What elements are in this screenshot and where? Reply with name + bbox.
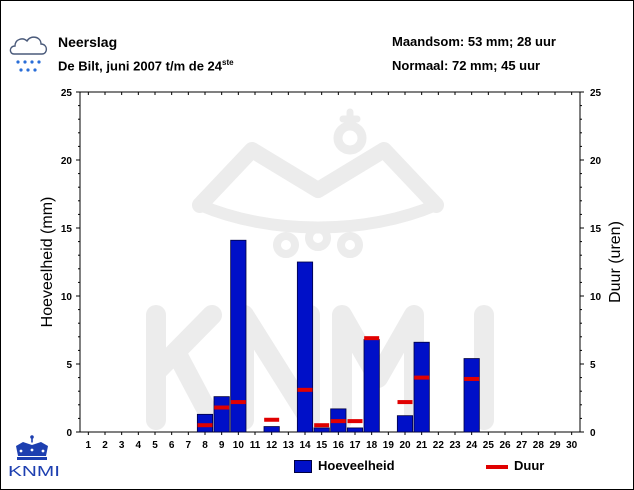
bar-day-17 bbox=[346, 427, 364, 433]
crown-logo-icon: KNMI bbox=[8, 435, 60, 480]
x-tick-label: 25 bbox=[483, 440, 495, 451]
subtitle-suffix: ste bbox=[222, 58, 234, 67]
chart-subtitle: De Bilt, juni 2007 t/m de 24ste bbox=[58, 58, 234, 73]
bar-day-9 bbox=[213, 396, 230, 433]
plot-area-border bbox=[79, 91, 581, 433]
x-tick-label: 16 bbox=[333, 440, 345, 451]
bar-day-15 bbox=[313, 427, 330, 433]
x-tick-label: 22 bbox=[433, 440, 445, 451]
y-tick-label: 5 bbox=[66, 360, 72, 371]
duration-marks bbox=[197, 336, 480, 428]
y2-tick-label: 0 bbox=[590, 428, 596, 439]
x-tick-label: 3 bbox=[119, 440, 125, 451]
x-tick-label: 19 bbox=[383, 440, 395, 451]
x-tick-label: 20 bbox=[399, 440, 411, 451]
duration-mark-day-17 bbox=[347, 419, 363, 424]
x-tick-label: 4 bbox=[136, 440, 142, 451]
chart-title: Neerslag bbox=[58, 34, 118, 50]
duration-mark-day-15 bbox=[314, 423, 330, 428]
logo-text: KNMI bbox=[8, 463, 60, 478]
x-tick-label: 11 bbox=[250, 440, 261, 451]
legend-amount: Hoeveelheid bbox=[294, 458, 395, 474]
duration-mark-day-21 bbox=[414, 375, 430, 380]
bar-day-21 bbox=[413, 341, 430, 433]
y-tick-label: 25 bbox=[61, 88, 73, 99]
y2-tick-label: 20 bbox=[590, 156, 602, 167]
legend-amount-label: Hoeveelheid bbox=[318, 458, 395, 473]
x-tick-label: 17 bbox=[349, 440, 361, 451]
x-tick-label: 18 bbox=[366, 440, 378, 451]
bar-day-24 bbox=[463, 358, 480, 433]
duration-mark-day-9 bbox=[214, 405, 230, 410]
x-tick-label: 26 bbox=[499, 440, 511, 451]
x-tick-label: 2 bbox=[102, 440, 108, 451]
duration-mark-day-8 bbox=[197, 423, 213, 428]
legend-duration-label: Duur bbox=[514, 458, 545, 473]
duration-mark-day-16 bbox=[330, 419, 346, 424]
y-tick-label: 10 bbox=[61, 292, 73, 303]
x-tick-label: 27 bbox=[516, 440, 528, 451]
y-tick-label: 20 bbox=[61, 156, 73, 167]
y2-axis-label: Duur (uren) bbox=[607, 221, 624, 303]
duration-mark-day-24 bbox=[464, 376, 480, 381]
y2-tick-label: 25 bbox=[590, 88, 602, 99]
subtitle-main: De Bilt, juni 2007 t/m de 24 bbox=[58, 58, 222, 74]
x-tick-label: 5 bbox=[152, 440, 158, 451]
x-tick-label: 24 bbox=[466, 440, 478, 451]
crown-watermark bbox=[146, 108, 494, 430]
y2-tick-label: 10 bbox=[590, 292, 602, 303]
bar-day-18 bbox=[363, 339, 380, 433]
x-tick-label: 15 bbox=[316, 440, 328, 451]
x-tick-label: 13 bbox=[283, 440, 295, 451]
y2-tick-label: 5 bbox=[590, 360, 596, 371]
y2-tick-label: 15 bbox=[590, 224, 602, 235]
x-tick-label: 23 bbox=[449, 440, 461, 451]
legend-duration-swatch bbox=[486, 464, 508, 469]
x-tick-label: 1 bbox=[86, 440, 92, 451]
y-tick-label: 15 bbox=[61, 224, 73, 235]
x-tick-label: 12 bbox=[266, 440, 278, 451]
normal-values: Normaal: 72 mm; 45 uur bbox=[392, 58, 541, 73]
x-tick-label: 8 bbox=[202, 440, 208, 451]
duration-mark-day-14 bbox=[297, 387, 313, 392]
x-tick-label: 7 bbox=[186, 440, 192, 451]
x-tick-label: 21 bbox=[416, 440, 428, 451]
x-tick-label: 29 bbox=[549, 440, 561, 451]
x-tick-label: 28 bbox=[533, 440, 545, 451]
legend-amount-swatch bbox=[294, 460, 312, 474]
legend-duration: Duur bbox=[486, 458, 544, 473]
x-tick-label: 14 bbox=[299, 440, 311, 451]
bar-day-12 bbox=[263, 426, 280, 433]
rain-cloud-icon bbox=[9, 36, 48, 72]
bar-day-8 bbox=[196, 413, 214, 433]
x-tick-label: 30 bbox=[566, 440, 578, 451]
bar-day-14 bbox=[296, 261, 314, 433]
x-tick-label: 6 bbox=[169, 440, 175, 451]
x-tick-label: 9 bbox=[219, 440, 225, 451]
duration-mark-day-20 bbox=[397, 400, 413, 405]
amount-bars bbox=[196, 239, 480, 433]
duration-mark-day-18 bbox=[364, 336, 380, 341]
duration-mark-day-10 bbox=[230, 400, 246, 405]
duration-mark-day-12 bbox=[264, 417, 280, 422]
y-tick-label: 0 bbox=[66, 428, 72, 439]
bar-day-10 bbox=[230, 239, 247, 433]
x-tick-label: 10 bbox=[233, 440, 245, 451]
bar-day-20 bbox=[396, 415, 414, 433]
monthly-total: Maandsom: 53 mm; 28 uur bbox=[392, 34, 556, 49]
y-axis-label: Hoeveelheid (mm) bbox=[39, 197, 56, 328]
knmi-logo: KNMI bbox=[8, 434, 64, 483]
